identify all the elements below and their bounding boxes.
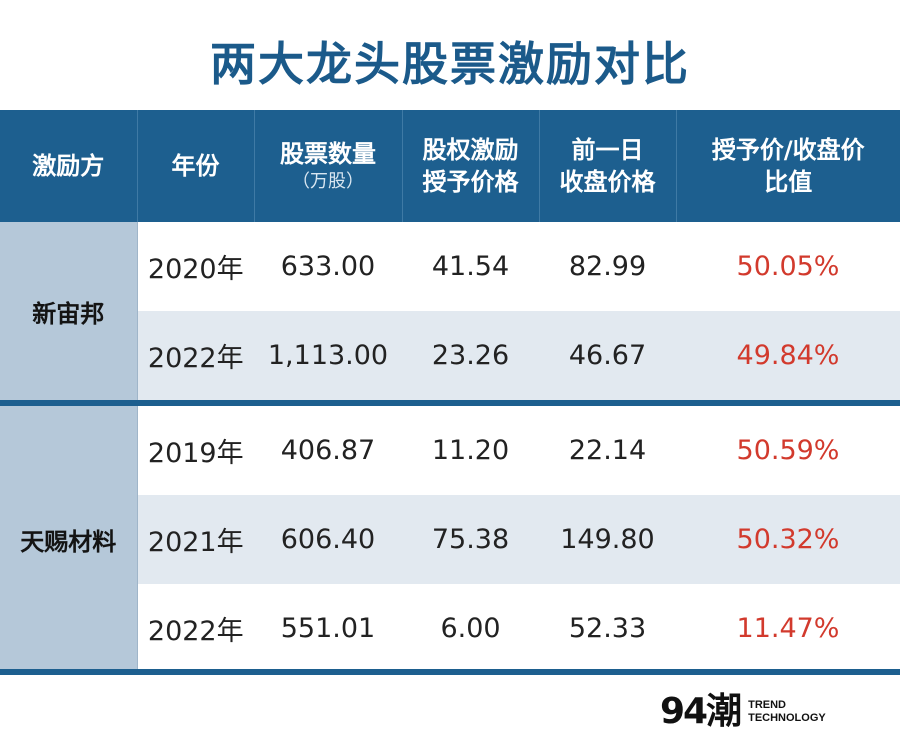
header-year: 年份 xyxy=(137,110,255,222)
table-row: 2022年 551.01 6.00 52.33 11.47% xyxy=(0,584,900,673)
cell-close-price: 46.67 xyxy=(539,311,676,400)
cell-year: 2022年 xyxy=(137,311,254,400)
cell-year: 2020年 xyxy=(137,222,254,311)
cell-grant-price: 23.26 xyxy=(402,311,539,400)
header-grant-price-line1: 股权激励 xyxy=(422,135,519,164)
header-close-price-line2: 收盘价格 xyxy=(559,168,656,196)
cell-ratio: 50.05% xyxy=(676,222,900,311)
cell-close-price: 52.33 xyxy=(539,584,676,673)
header-grant-price: 股权激励 授予价格 xyxy=(402,110,540,222)
header-close-price-line1: 前一日 xyxy=(571,135,644,164)
table-row: 2021年 606.40 75.38 149.80 50.32% xyxy=(0,495,900,584)
cell-ratio: 49.84% xyxy=(676,311,900,400)
cell-close-price: 149.80 xyxy=(539,495,676,584)
comparison-table: 激励方 年份 股票数量 （万股） 股权激励 授予价格 前一日 收盘价格 授予价/… xyxy=(0,110,900,673)
cell-shares: 633.00 xyxy=(254,222,402,311)
cell-shares: 1,113.00 xyxy=(254,311,402,400)
cell-grant-price: 11.20 xyxy=(402,406,539,495)
header-share-count-label: 股票数量 xyxy=(280,139,376,168)
header-close-price: 前一日 收盘价格 xyxy=(539,110,677,222)
cell-ratio: 11.47% xyxy=(676,584,900,673)
cell-year: 2022年 xyxy=(137,584,254,673)
table-row: 2022年 1,113.00 23.26 46.67 49.84% xyxy=(0,311,900,400)
logo-text: TREND TECHNOLOGY xyxy=(748,699,826,725)
table-bottom-border xyxy=(0,669,900,675)
cell-grant-price: 6.00 xyxy=(402,584,539,673)
group-separator xyxy=(0,400,900,406)
cell-ratio: 50.59% xyxy=(676,406,900,495)
table-row: 新宙邦 2020年 633.00 41.54 82.99 50.05% xyxy=(0,222,900,400)
cell-year: 2021年 xyxy=(137,495,254,584)
cell-ratio: 50.32% xyxy=(676,495,900,584)
header-grant-price-line2: 授予价格 xyxy=(422,168,519,196)
header-share-count: 股票数量 （万股） xyxy=(254,110,403,222)
table-header-row: 激励方 年份 股票数量 （万股） 股权激励 授予价格 前一日 收盘价格 授予价/… xyxy=(0,110,900,222)
cell-grant-price: 41.54 xyxy=(402,222,539,311)
logo-text-line2: TECHNOLOGY xyxy=(748,712,826,724)
group-name: 新宙邦 xyxy=(0,222,138,400)
logo-text-line1: TREND xyxy=(748,699,786,711)
cell-year: 2019年 xyxy=(137,406,254,495)
header-ratio-line2: 比值 xyxy=(764,168,813,196)
page-title: 两大龙头股票激励对比 xyxy=(210,37,690,91)
cell-close-price: 82.99 xyxy=(539,222,676,311)
header-ratio: 授予价/收盘价 比值 xyxy=(676,110,900,222)
logo-mark: 94潮 xyxy=(660,691,742,732)
cell-grant-price: 75.38 xyxy=(402,495,539,584)
cell-shares: 551.01 xyxy=(254,584,402,673)
header-incentive-party: 激励方 xyxy=(0,110,138,222)
group-name: 天赐材料 xyxy=(0,406,138,673)
cell-shares: 406.87 xyxy=(254,406,402,495)
brand-logo: 94潮 TREND TECHNOLOGY xyxy=(660,692,826,732)
table-row: 天赐材料 2019年 406.87 11.20 22.14 50.59% xyxy=(0,406,900,673)
header-ratio-line1: 授予价/收盘价 xyxy=(711,135,865,164)
header-share-count-unit: （万股） xyxy=(292,171,364,193)
cell-shares: 606.40 xyxy=(254,495,402,584)
cell-close-price: 22.14 xyxy=(539,406,676,495)
